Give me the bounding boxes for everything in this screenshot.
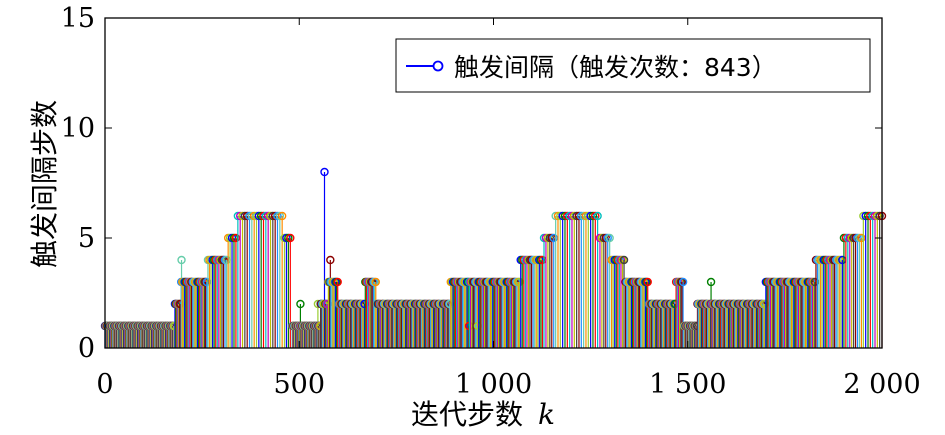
stem-marker — [371, 277, 380, 287]
legend-box — [395, 38, 871, 93]
stem-marker — [333, 277, 342, 287]
stem-point — [202, 277, 211, 348]
stem-marker — [202, 277, 211, 287]
stem-point — [275, 211, 285, 348]
x-tick-label: 2 000 — [843, 369, 920, 400]
stem-point — [231, 233, 241, 348]
x-tick-label: 1 000 — [455, 369, 532, 400]
stem-point — [643, 277, 652, 348]
stem-marker — [515, 277, 524, 287]
axis-tick-labels: 0 500 1 000 1 500 2 000 0 5 10 15 — [61, 3, 921, 400]
x-tick-label: 0 — [96, 369, 113, 400]
stem-marker — [873, 211, 882, 221]
stem-marker — [549, 233, 558, 243]
stem-point — [678, 277, 688, 348]
stem-marker — [177, 255, 186, 265]
stem-marker — [875, 211, 884, 221]
y-tick-label: 5 — [78, 223, 95, 254]
stem-point — [515, 277, 524, 348]
stem-marker — [273, 211, 282, 221]
legend-marker — [432, 60, 444, 72]
x-axis-label: 迭代步数 k — [411, 398, 555, 431]
y-tick-label: 0 — [78, 333, 95, 364]
legend: 触发间隔（触发次数：843） — [395, 38, 871, 93]
legend-label: 触发间隔（触发次数：843） — [454, 53, 777, 82]
stem-marker — [231, 233, 241, 243]
stem-marker — [275, 211, 285, 221]
stem-marker — [588, 211, 598, 221]
stem-point — [549, 233, 558, 348]
stem-marker — [286, 233, 295, 243]
x-axis-label-var: k — [538, 398, 555, 431]
stem-point — [320, 167, 329, 348]
y-tick-label: 10 — [61, 113, 95, 144]
stem-marker — [605, 233, 614, 243]
x-axis-label-text: 迭代步数 — [411, 398, 523, 431]
stem-marker — [277, 211, 287, 221]
stem-point — [273, 211, 282, 348]
x-tick-label: 1 500 — [649, 369, 726, 400]
stem-point — [619, 255, 629, 348]
stem-marker — [678, 277, 688, 287]
stem-point — [177, 255, 186, 348]
stem-point — [277, 211, 287, 348]
stem-marker — [619, 255, 629, 265]
stem-point — [371, 277, 380, 348]
x-tick-label: 500 — [273, 369, 325, 400]
stem-marker — [296, 299, 305, 309]
stem-marker — [643, 277, 652, 287]
stem-point — [857, 233, 866, 348]
stem-marker — [591, 211, 600, 221]
stem-point — [593, 211, 602, 348]
axis-ticks — [104, 17, 883, 349]
stem-marker — [810, 277, 819, 287]
stem-marker — [326, 255, 335, 265]
stem-point — [810, 277, 819, 348]
stem-point — [588, 211, 598, 348]
stem-point — [591, 211, 600, 348]
y-axis-label: 触发间隔步数 — [28, 100, 61, 268]
stem-marker — [320, 167, 329, 177]
stem-marker — [706, 277, 716, 287]
stem-marker — [593, 211, 602, 221]
stem-series — [100, 167, 887, 348]
y-tick-label: 15 — [61, 3, 95, 34]
stem-marker — [857, 233, 866, 243]
stem-point — [333, 277, 342, 348]
